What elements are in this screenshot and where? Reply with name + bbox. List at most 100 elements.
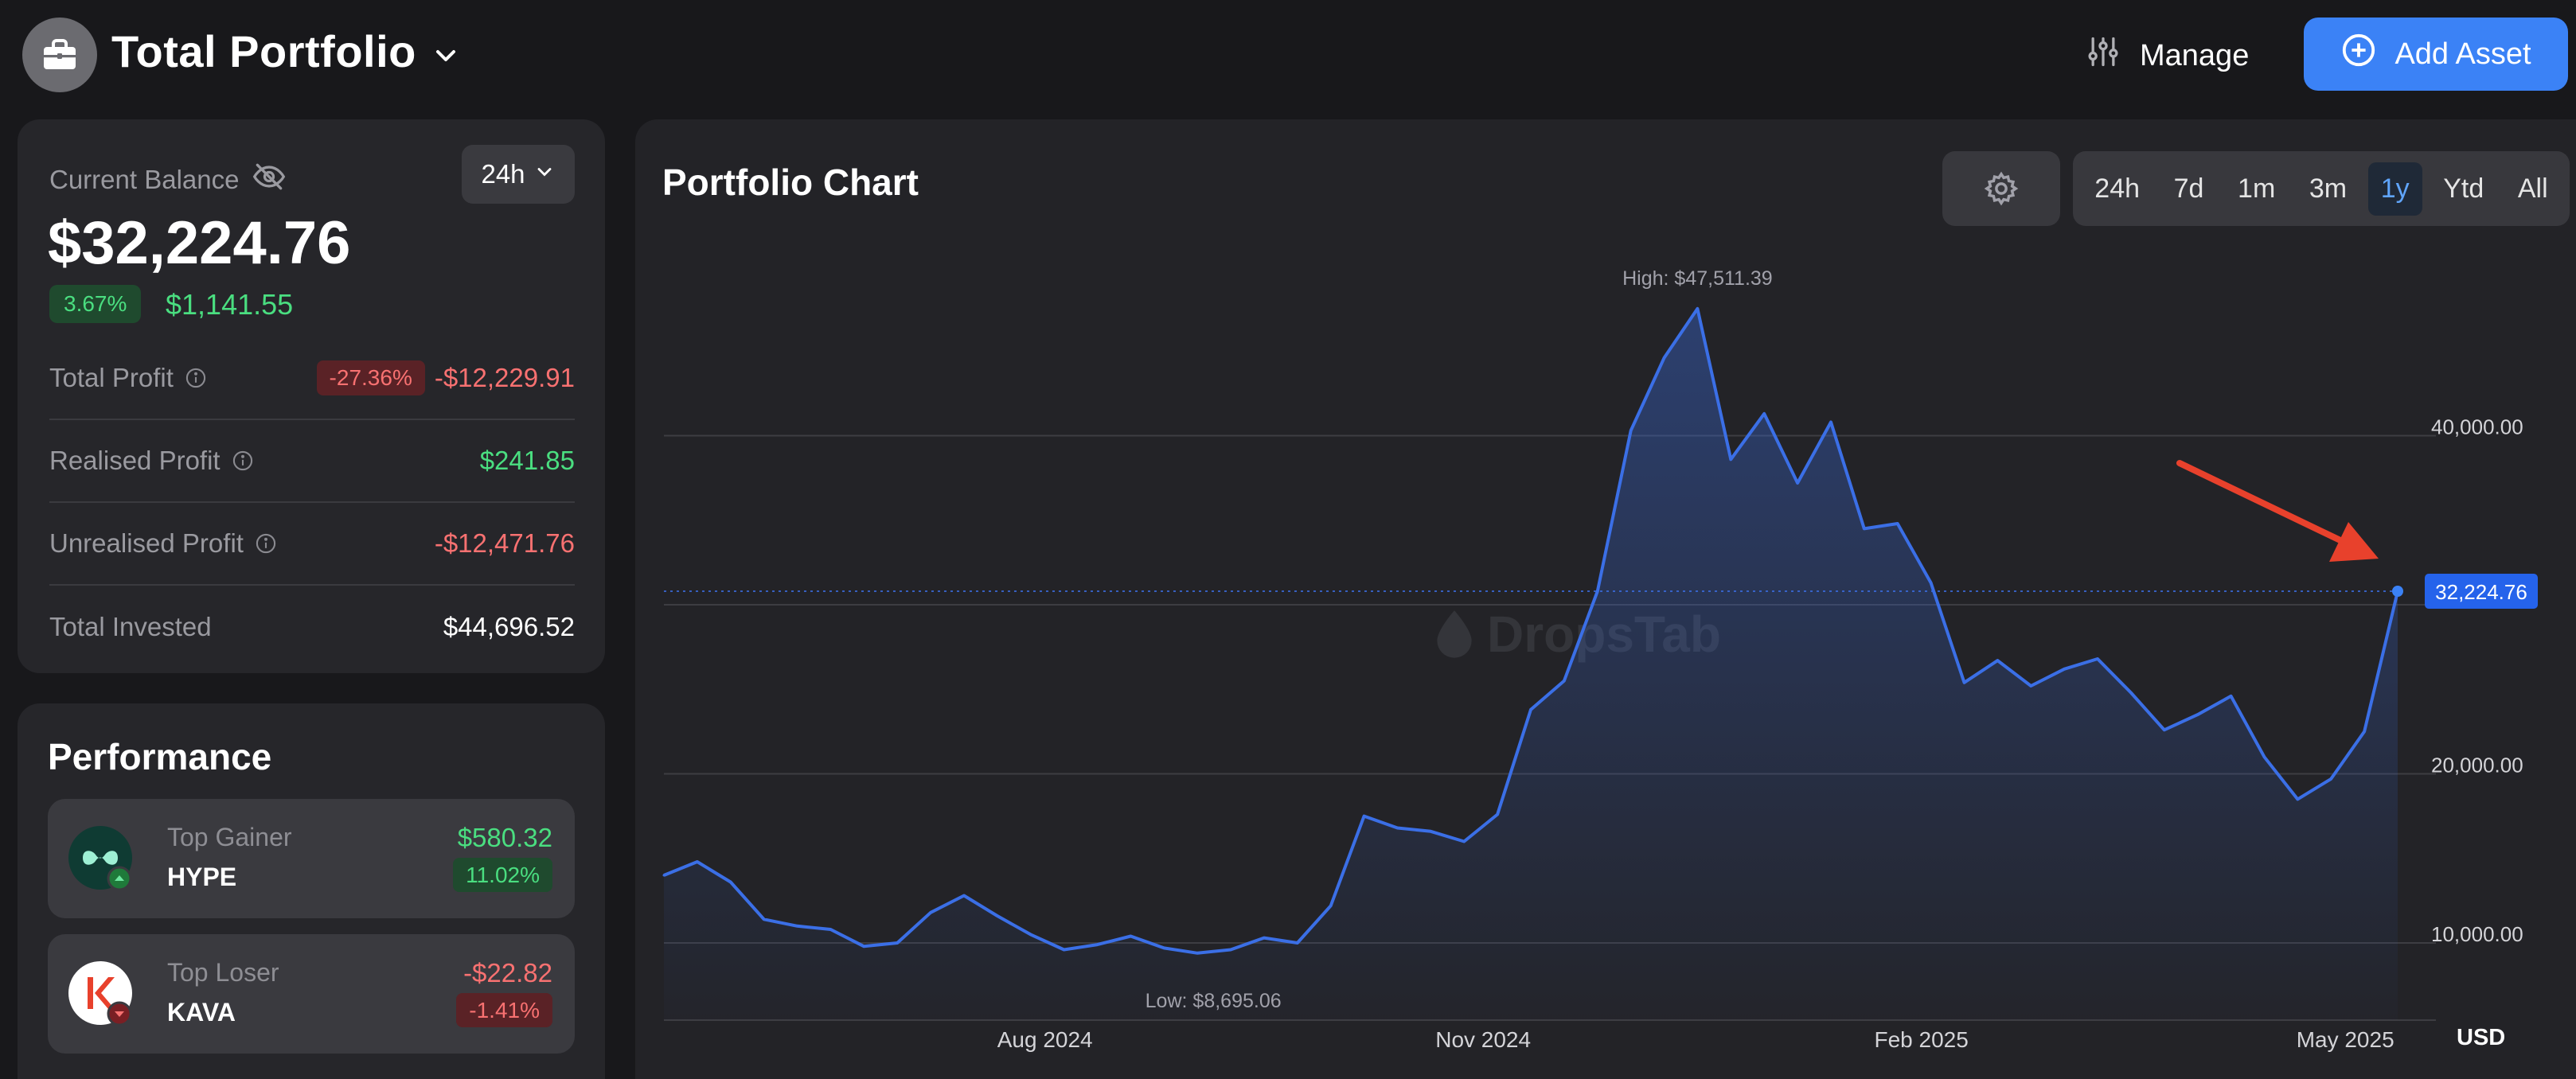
top-gainer-pct: 11.02% xyxy=(453,858,552,892)
data-point xyxy=(2363,730,2366,733)
data-point xyxy=(2129,691,2133,694)
top-loser-value: -$22.82 xyxy=(463,958,552,987)
data-point xyxy=(1529,708,1532,711)
area-fill xyxy=(664,308,2398,1020)
currency-label: USD xyxy=(2457,1025,2506,1050)
top-gainer-value: $580.32 xyxy=(457,823,552,852)
portfolio-chart-card: Portfolio Chart 24h 7d 1m 3m 1y Ytd All … xyxy=(635,119,2576,1079)
top-bar: Total Portfolio Manage Add Asset xyxy=(0,0,2576,111)
briefcase-icon[interactable] xyxy=(22,18,97,92)
chevron-down-icon[interactable] xyxy=(430,40,462,72)
y-tick-label: 40,000.00 xyxy=(2431,415,2523,439)
data-point xyxy=(896,941,899,945)
kava-logo-icon xyxy=(68,961,132,1026)
data-point xyxy=(1229,949,1232,951)
data-point xyxy=(1630,429,1633,432)
sliders-icon xyxy=(2086,34,2121,77)
top-loser-item[interactable]: Top Loser KAVA -$22.82 -1.41% xyxy=(48,934,575,1054)
current-value-marker xyxy=(2392,586,2403,597)
data-point xyxy=(2262,755,2266,758)
total-profit-row: Total Profit -27.36% -$12,229.91 xyxy=(49,337,575,420)
timeframe-selector: 24h 7d 1m 3m 1y Ytd All xyxy=(2073,151,2570,226)
data-point xyxy=(1029,933,1032,936)
total-invested-label: Total Invested xyxy=(49,612,212,641)
balance-range-select[interactable]: 24h xyxy=(462,145,575,204)
data-point xyxy=(1296,941,1299,945)
performance-card: Performance Top Gainer HYPE $580.32 11.0… xyxy=(18,703,605,1079)
top-loser-pct: -1.41% xyxy=(456,993,552,1027)
unrealised-profit-row: Unrealised Profit -$12,471.76 xyxy=(49,503,575,586)
manage-label: Manage xyxy=(2140,38,2250,72)
data-point xyxy=(829,928,832,931)
plus-circle-icon xyxy=(2340,32,2377,76)
portfolio-title[interactable]: Total Portfolio xyxy=(111,26,416,76)
balance-change-pct: 3.67% xyxy=(49,285,142,323)
top-gainer-item[interactable]: Top Gainer HYPE $580.32 11.02% xyxy=(48,799,575,918)
data-point xyxy=(962,894,966,897)
y-tick-label: 10,000.00 xyxy=(2431,922,2523,946)
data-point xyxy=(1096,943,1099,946)
tab-all[interactable]: All xyxy=(2517,173,2548,204)
performance-title: Performance xyxy=(48,736,272,777)
high-label: High: $47,511.39 xyxy=(1622,267,1773,290)
portfolio-chart[interactable]: 10,000.0020,000.0030,000.0040,000.00Aug … xyxy=(635,119,2576,1079)
data-point xyxy=(2063,668,2066,671)
current-value-badge xyxy=(2425,574,2538,609)
unrealised-profit-label: Unrealised Profit xyxy=(49,528,244,558)
data-point xyxy=(1863,527,1866,530)
data-point xyxy=(1963,681,1965,684)
add-asset-button[interactable]: Add Asset xyxy=(2304,18,2568,91)
x-tick-label: Feb 2025 xyxy=(1874,1027,1968,1052)
data-point xyxy=(1729,458,1732,461)
chart-settings-button[interactable] xyxy=(1942,151,2060,226)
data-point xyxy=(1896,522,1899,525)
data-point xyxy=(1162,946,1165,949)
gear-icon xyxy=(1984,171,2019,206)
data-point xyxy=(1395,827,1399,829)
eye-off-icon[interactable] xyxy=(252,159,287,201)
tab-3m[interactable]: 3m xyxy=(2309,173,2348,204)
info-icon[interactable] xyxy=(185,367,207,389)
chevron-down-icon xyxy=(533,159,556,189)
data-point xyxy=(1263,937,1266,940)
data-point xyxy=(2296,797,2299,800)
data-point xyxy=(1596,590,1599,593)
tab-24h[interactable]: 24h xyxy=(2094,173,2141,204)
data-point xyxy=(2096,657,2099,660)
data-point xyxy=(1563,680,1566,683)
data-point xyxy=(1329,904,1333,907)
data-point xyxy=(1429,830,1432,833)
annotation-arrow-shaft xyxy=(2176,460,2345,544)
tab-7d[interactable]: 7d xyxy=(2173,173,2204,204)
x-tick-label: May 2025 xyxy=(2297,1027,2395,1052)
data-point xyxy=(2329,777,2332,781)
unrealised-profit-value: -$12,471.76 xyxy=(434,528,575,558)
realised-profit-value: $241.85 xyxy=(479,446,575,475)
data-point xyxy=(662,874,665,877)
info-icon[interactable] xyxy=(232,450,254,472)
total-profit-value: -$12,229.91 xyxy=(434,363,575,392)
total-profit-label: Total Profit xyxy=(49,363,174,392)
tab-1y[interactable]: 1y xyxy=(2367,162,2422,216)
tab-ytd[interactable]: Ytd xyxy=(2443,173,2484,204)
data-point xyxy=(763,917,766,921)
data-point xyxy=(1496,813,1499,816)
y-tick-label: 20,000.00 xyxy=(2431,754,2523,777)
data-point xyxy=(1462,840,1466,843)
chart-title: Portfolio Chart xyxy=(662,162,919,203)
top-loser-label: Top Loser xyxy=(167,958,279,987)
realised-profit-label: Realised Profit xyxy=(49,446,221,475)
data-point xyxy=(1663,356,1666,360)
drop-icon xyxy=(1437,610,1472,658)
manage-button[interactable]: Manage xyxy=(2086,24,2269,88)
data-point xyxy=(1829,421,1832,423)
balance-change-value: $1,141.55 xyxy=(166,288,294,321)
top-gainer-label: Top Gainer xyxy=(167,823,292,851)
data-point xyxy=(1363,815,1366,818)
info-icon[interactable] xyxy=(255,532,277,555)
total-profit-pct: -27.36% xyxy=(316,360,425,395)
x-tick-label: Aug 2024 xyxy=(997,1027,1093,1052)
annotation-arrow-head xyxy=(2329,522,2379,562)
tab-1m[interactable]: 1m xyxy=(2238,173,2276,204)
balance-card: Current Balance 24h $32,224.76 3.67% $1,… xyxy=(18,119,605,673)
